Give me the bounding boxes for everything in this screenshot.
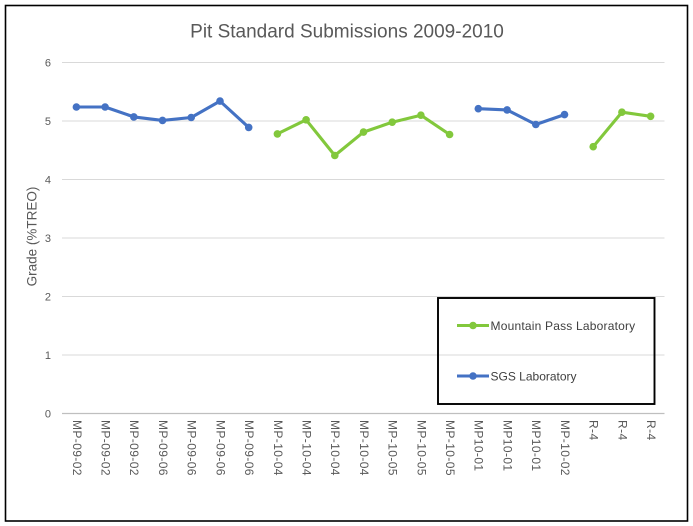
svg-text:MP-10-05: MP-10-05 — [414, 420, 428, 476]
svg-text:MP-09-02: MP-09-02 — [127, 420, 141, 476]
svg-text:Pit Standard Submissions 2009-: Pit Standard Submissions 2009-2010 — [190, 22, 504, 43]
svg-text:6: 6 — [45, 57, 51, 69]
svg-text:MP-09-06: MP-09-06 — [213, 420, 227, 476]
svg-text:MP10-01: MP10-01 — [529, 420, 543, 472]
svg-text:MP-09-06: MP-09-06 — [242, 420, 256, 476]
svg-text:MP10-01: MP10-01 — [472, 420, 486, 472]
svg-text:MP-09-02: MP-09-02 — [99, 420, 113, 476]
svg-text:R-4: R-4 — [615, 420, 629, 441]
svg-text:MP-10-04: MP-10-04 — [300, 420, 314, 476]
svg-text:MP-10-05: MP-10-05 — [386, 420, 400, 476]
svg-text:MP-09-06: MP-09-06 — [185, 420, 199, 476]
svg-text:2: 2 — [45, 291, 51, 303]
svg-text:1: 1 — [45, 350, 51, 362]
svg-text:MP-10-02: MP-10-02 — [558, 420, 572, 476]
svg-text:MP-10-04: MP-10-04 — [271, 420, 285, 476]
svg-text:MP-09-02: MP-09-02 — [70, 420, 84, 476]
svg-text:4: 4 — [45, 174, 51, 186]
svg-text:5: 5 — [45, 116, 51, 128]
svg-text:MP-10-05: MP-10-05 — [443, 420, 457, 476]
svg-text:R-4: R-4 — [644, 420, 658, 441]
svg-text:3: 3 — [45, 233, 51, 245]
svg-text:SGS Laboratory: SGS Laboratory — [491, 369, 577, 383]
svg-text:Grade (%TREO): Grade (%TREO) — [25, 187, 40, 287]
svg-text:MP-09-06: MP-09-06 — [156, 420, 170, 476]
svg-text:MP10-01: MP10-01 — [501, 420, 515, 472]
svg-text:MP-10-04: MP-10-04 — [357, 420, 371, 476]
svg-text:R-4: R-4 — [587, 420, 601, 441]
svg-text:0: 0 — [45, 408, 51, 420]
svg-text:MP-10-04: MP-10-04 — [328, 420, 342, 476]
svg-text:Mountain Pass Laboratory: Mountain Pass Laboratory — [491, 319, 636, 333]
